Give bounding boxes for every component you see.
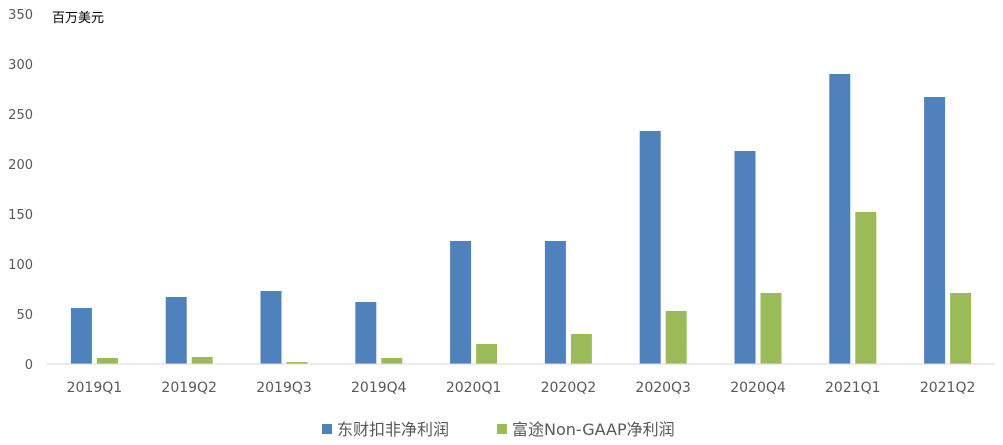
bar-series-2 (96, 358, 118, 364)
bar-series-2 (191, 357, 213, 364)
bar-series-1 (165, 297, 187, 364)
x-axis-ticks: 2019Q1 2019Q2 2019Q3 2019Q4 2020Q1 2020Q2 2020… (67, 380, 976, 396)
bar-series-2 (476, 344, 498, 364)
x-tick-label: 2019Q2 (161, 380, 217, 396)
bar-series-1 (450, 241, 472, 364)
legend: 东财扣非净利润 富途Non-GAAP净利润 (322, 420, 675, 439)
y-axis-ticks: 0 50 100 150 200 250 300 350 (8, 8, 33, 373)
y-tick-label: 200 (8, 158, 33, 173)
bar-series-1 (544, 241, 566, 364)
y-tick-label: 250 (8, 108, 33, 123)
x-tick-label: 2019Q3 (256, 380, 312, 396)
bars (70, 74, 972, 364)
bar-series-2 (286, 362, 308, 364)
bar-series-1 (70, 308, 92, 364)
bar-series-2 (381, 358, 403, 364)
bar-series-2 (665, 311, 687, 364)
y-tick-label: 0 (25, 358, 33, 373)
bar-series-2 (760, 293, 782, 364)
x-tick-label: 2021Q2 (920, 380, 976, 396)
legend-label-series-2: 富途Non-GAAP净利润 (512, 420, 675, 439)
y-axis-unit-label: 百万美元 (52, 11, 104, 26)
y-tick-label: 50 (16, 308, 33, 323)
y-tick-label: 300 (8, 58, 33, 73)
y-tick-label: 100 (8, 258, 33, 273)
bar-series-1 (924, 97, 946, 364)
bar-series-1 (734, 151, 756, 364)
bar-series-1 (260, 291, 282, 364)
x-tick-label: 2020Q3 (635, 380, 691, 396)
x-tick-label: 2021Q1 (825, 380, 881, 396)
x-tick-label: 2020Q1 (446, 380, 502, 396)
x-tick-label: 2019Q1 (67, 380, 123, 396)
bar-series-2 (950, 293, 972, 364)
bar-series-1 (639, 131, 661, 364)
bar-series-2 (570, 334, 592, 364)
bar-series-1 (355, 302, 377, 364)
bar-series-2 (855, 212, 877, 364)
legend-swatch-series-2 (497, 424, 507, 434)
x-tick-label: 2019Q4 (351, 380, 407, 396)
legend-swatch-series-1 (322, 424, 332, 434)
bar-series-1 (829, 74, 851, 364)
x-tick-label: 2020Q4 (730, 380, 786, 396)
legend-label-series-1: 东财扣非净利润 (337, 420, 449, 439)
x-tick-label: 2020Q2 (541, 380, 597, 396)
y-tick-label: 350 (8, 8, 33, 23)
y-tick-label: 150 (8, 208, 33, 223)
